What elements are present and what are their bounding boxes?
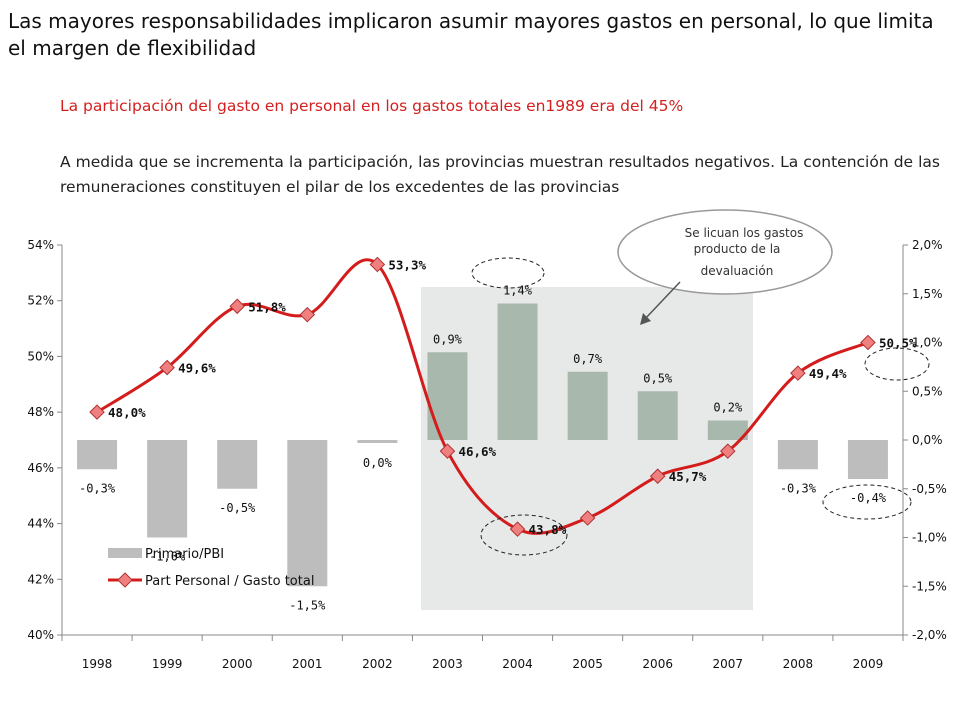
y-left-tick-label: 40%: [27, 628, 54, 642]
highlight-ellipse: [822, 484, 912, 520]
bar: [287, 440, 328, 587]
highlight-region: [421, 287, 753, 610]
x-tick-label: 2006: [642, 657, 673, 671]
bar-value-label: 0,9%: [433, 332, 463, 346]
legend-marker: [117, 572, 133, 588]
line-value-label: 46,6%: [458, 444, 496, 459]
callout-arrow: [643, 281, 681, 321]
bar: [497, 303, 538, 440]
y-left-tick-label: 52%: [27, 294, 54, 308]
bar: [707, 420, 748, 440]
bar-value-label: 0,5%: [643, 371, 673, 385]
line-marker: [649, 468, 666, 484]
bar-value-label: -0,5%: [219, 501, 256, 515]
line-value-label: 45,7%: [669, 469, 707, 484]
y-right-tick-label: 0,5%: [912, 384, 943, 398]
highlight-ellipse: [864, 347, 930, 381]
x-tick-label: 2007: [713, 657, 744, 671]
y-right-tick-label: 0,0%: [912, 433, 943, 447]
bar: [847, 440, 888, 479]
line-marker: [439, 443, 456, 459]
bar-value-label: 0,7%: [573, 352, 603, 366]
bar-value-label: -0,3%: [780, 481, 817, 495]
line-marker: [509, 521, 526, 537]
x-tick-label: 2003: [432, 657, 463, 671]
highlight-ellipse: [471, 257, 545, 289]
bar: [217, 440, 258, 489]
callout-text: Se licuan los gastos: [685, 226, 804, 240]
line-value-label: 51,8%: [248, 299, 286, 314]
bar-value-label: -0,4%: [850, 491, 887, 505]
y-left-tick-label: 44%: [27, 517, 54, 531]
body-text: A medida que se incrementa la participac…: [60, 153, 940, 196]
bar-value-label: -1,5%: [289, 598, 326, 612]
callout-arrowhead: [640, 313, 651, 325]
line-value-label: 53,3%: [388, 258, 426, 273]
y-left-tick-label: 48%: [27, 405, 54, 419]
x-tick-label: 2000: [222, 657, 253, 671]
x-tick-label: 2001: [292, 657, 323, 671]
line-marker: [860, 334, 876, 351]
legend-label-line: Part Personal / Gasto total: [145, 574, 314, 589]
bar: [147, 440, 188, 538]
x-tick-label: 2004: [502, 657, 533, 671]
line-marker: [159, 359, 175, 376]
y-right-tick-label: 1,5%: [912, 287, 943, 301]
x-tick-label: 2008: [783, 657, 814, 671]
x-tick-label: 2005: [572, 657, 603, 671]
bar-value-label: -1,0%: [149, 550, 186, 564]
page-title: Las mayores responsabilidades implicaron…: [8, 9, 934, 60]
bar: [567, 371, 608, 440]
line-value-label: 49,6%: [178, 361, 216, 376]
legend-swatch-bar: [108, 548, 142, 558]
y-right-tick-label: 2,0%: [912, 238, 943, 252]
bar: [357, 440, 398, 443]
callout-bubble: [617, 209, 833, 295]
x-tick-label: 2002: [362, 657, 393, 671]
line-value-label: 50,5%: [879, 336, 917, 351]
bar-value-label: 0,0%: [363, 456, 393, 470]
bar: [427, 352, 468, 440]
y-left-tick-label: 42%: [27, 572, 54, 586]
x-tick-label: 1999: [152, 657, 183, 671]
bar: [77, 440, 118, 470]
bar: [777, 440, 818, 470]
y-right-tick-label: -0,5%: [912, 482, 947, 496]
callout-text: producto de la: [694, 242, 781, 256]
y-right-tick-label: -1,5%: [912, 579, 947, 593]
line-marker: [299, 306, 316, 323]
line-marker: [790, 365, 806, 381]
highlight-ellipse: [480, 514, 568, 556]
line-value-label: 48,0%: [108, 405, 146, 420]
x-tick-label: 1998: [82, 657, 113, 671]
line-marker: [369, 256, 386, 273]
line-value-label: 49,4%: [809, 366, 847, 381]
line-marker: [229, 298, 245, 315]
bar-value-label: 1,4%: [503, 284, 533, 298]
highlight-text: La participación del gasto en personal e…: [60, 97, 684, 115]
line-marker: [720, 443, 736, 459]
y-right-tick-label: -2,0%: [912, 628, 947, 642]
bar-value-label: 0,2%: [713, 401, 743, 415]
y-left-tick-label: 46%: [27, 461, 54, 475]
callout-text: devaluación: [701, 264, 774, 278]
legend-label-bar: Primario/PBI: [145, 547, 224, 562]
y-right-tick-label: -1,0%: [912, 531, 947, 545]
line-marker: [579, 510, 596, 526]
y-left-tick-label: 50%: [27, 349, 54, 363]
x-tick-label: 2009: [853, 657, 884, 671]
bar-value-label: -0,3%: [79, 481, 116, 495]
line-marker: [89, 404, 105, 420]
y-left-tick-label: 54%: [27, 238, 54, 252]
line-value-label: 43,8%: [529, 522, 567, 537]
bar: [637, 391, 678, 440]
y-right-tick-label: 1,0%: [912, 336, 943, 350]
